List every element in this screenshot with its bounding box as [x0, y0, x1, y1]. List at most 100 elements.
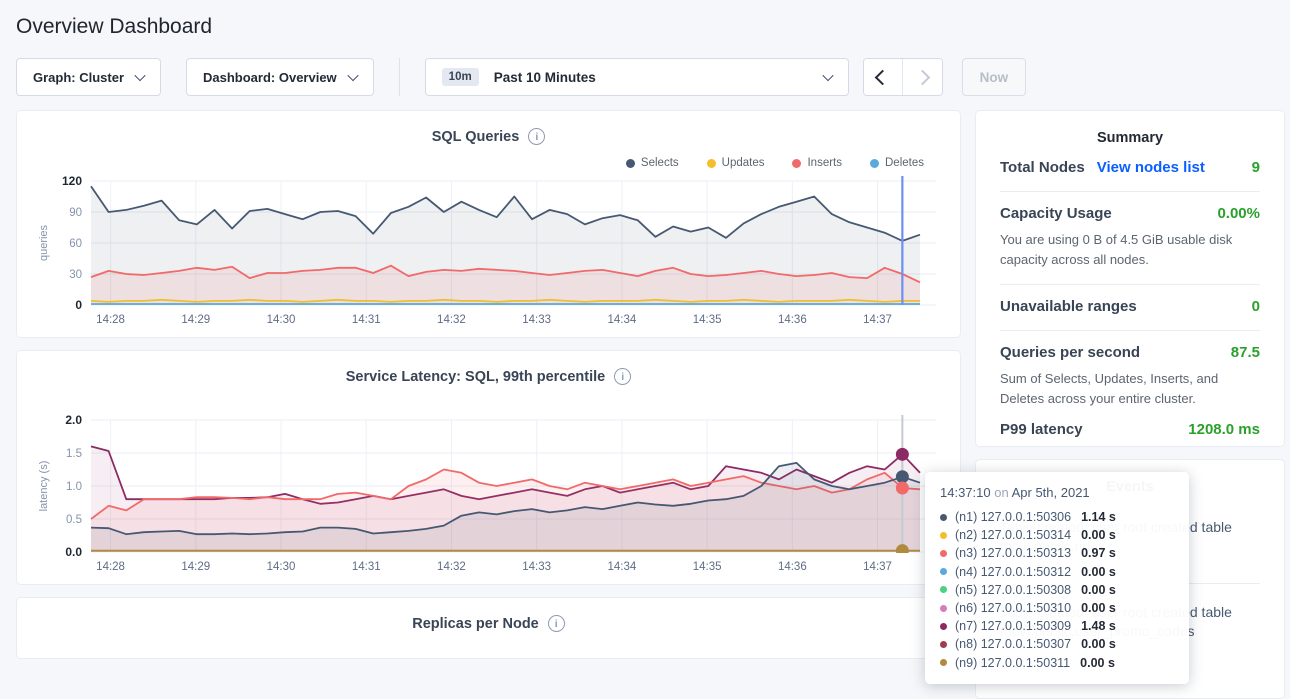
- tooltip-timestamp: 14:37:10 on Apr 5th, 2021: [940, 485, 1174, 500]
- svg-text:queries: queries: [38, 224, 50, 261]
- tooltip-node-value: 1.14 s: [1081, 510, 1116, 525]
- series-dot: [940, 622, 947, 630]
- svg-text:14:33: 14:33: [522, 561, 551, 573]
- time-range-badge: 10m: [441, 68, 479, 86]
- summary-label: Capacity Usage: [1000, 205, 1112, 222]
- svg-text:14:34: 14:34: [608, 314, 637, 326]
- svg-text:14:36: 14:36: [778, 314, 807, 326]
- summary-row: Capacity Usage 0.00% You are using 0 B of …: [1000, 192, 1260, 285]
- summary-divider: [1000, 284, 1260, 285]
- chevron-down-icon: [347, 69, 359, 82]
- legend-dot: [792, 158, 802, 168]
- info-icon[interactable]: i: [547, 615, 565, 632]
- svg-text:14:37: 14:37: [863, 314, 892, 326]
- time-prev-button[interactable]: [863, 59, 903, 95]
- svg-text:30: 30: [69, 269, 82, 281]
- svg-text:14:31: 14:31: [352, 561, 381, 573]
- sql-queries-chart[interactable]: 0 30 60 90 120 14:28 14:29 14:30 14:31 14:32 14:33…: [33, 171, 946, 331]
- svg-text:14:37: 14:37: [863, 561, 892, 573]
- series-dot: [940, 586, 947, 594]
- graph-dropdown-label: Graph: Cluster: [33, 69, 125, 85]
- tooltip-node-value: 0.00 s: [1081, 528, 1116, 543]
- chart-tooltip: 14:37:10 on Apr 5th, 2021 (n1) 127.0.0.1…: [925, 472, 1189, 684]
- legend-dot: [870, 158, 879, 168]
- chevron-right-icon: [914, 69, 930, 85]
- chevron-down-icon: [822, 69, 834, 82]
- main-content: SQL Queries i Selects Updates Inserts Delet…: [16, 110, 1285, 699]
- replicas-chart-title: Replicas per Node: [412, 615, 539, 632]
- replicas-chart-card: Replicas per Node i: [16, 597, 961, 659]
- chart-legend: Selects Updates Inserts Deletes: [33, 156, 924, 170]
- time-range-label: Past 10 Minutes: [493, 69, 596, 85]
- summary-divider: [1000, 191, 1260, 192]
- tooltip-node-label: (n8) 127.0.0.1:50307: [955, 637, 1072, 652]
- series-dot: [940, 549, 947, 557]
- chevron-down-icon: [134, 69, 146, 82]
- info-icon[interactable]: i: [528, 128, 546, 145]
- dashboard-dropdown[interactable]: Dashboard: Overview: [186, 58, 374, 96]
- tooltip-node-label: (n1) 127.0.0.1:50306: [955, 510, 1072, 525]
- summary-row: Unavailable ranges 0: [1000, 285, 1260, 331]
- tooltip-node-label: (n4) 127.0.0.1:50312: [955, 564, 1072, 579]
- chart-title-row: Service Latency: SQL, 99th percentile i: [33, 368, 944, 385]
- series-dot: [940, 640, 947, 648]
- summary-row: Queries per second 87.5 Sum of Selects, Up…: [1000, 331, 1260, 408]
- graph-dropdown[interactable]: Graph: Cluster: [16, 58, 162, 96]
- summary-row-top: Capacity Usage 0.00%: [1000, 205, 1260, 222]
- view-nodes-link[interactable]: View nodes list: [1096, 159, 1205, 176]
- svg-text:latency (s): latency (s): [38, 461, 50, 512]
- svg-text:1.0: 1.0: [66, 481, 82, 493]
- summary-divider: [1000, 330, 1260, 331]
- controls-divider: [398, 58, 400, 96]
- time-nav-group: [862, 58, 943, 96]
- svg-text:0.0: 0.0: [65, 545, 82, 559]
- svg-text:14:34: 14:34: [608, 561, 637, 573]
- summary-heading: Summary: [1096, 130, 1164, 146]
- service-latency-chart[interactable]: 0.0 0.5 1.0 1.5 2.0 14:28 14:29 14:30 14:31 14:32…: [33, 410, 946, 578]
- sql-queries-chart-title: SQL Queries: [431, 128, 520, 145]
- svg-text:14:35: 14:35: [693, 314, 722, 326]
- summary-value: 9: [1251, 159, 1260, 176]
- time-next-button[interactable]: [902, 59, 942, 95]
- tooltip-date: Apr 5th, 2021: [1011, 485, 1090, 500]
- svg-text:14:31: 14:31: [352, 314, 381, 326]
- svg-text:60: 60: [69, 238, 82, 250]
- svg-text:14:28: 14:28: [96, 561, 125, 573]
- tooltip-node-value: 1.48 s: [1081, 619, 1116, 634]
- summary-label: P99 latency: [1000, 421, 1083, 438]
- summary-row: P99 latency 1208.0 ms: [1000, 408, 1260, 438]
- tooltip-node-label: (n2) 127.0.0.1:50314: [955, 528, 1072, 543]
- summary-row-top: Unavailable ranges 0: [1000, 298, 1260, 315]
- summary-row-top: Queries per second 87.5: [1000, 344, 1260, 361]
- tooltip-node-value: 0.00 s: [1081, 564, 1116, 579]
- svg-text:14:29: 14:29: [181, 561, 210, 573]
- tooltip-row: (n1) 127.0.0.1:50306 1.14 s: [940, 508, 1174, 526]
- summary-row: Total Nodes View nodes list 9: [1000, 146, 1260, 192]
- svg-text:14:32: 14:32: [437, 314, 466, 326]
- svg-text:14:32: 14:32: [437, 561, 466, 573]
- summary-value: 1208.0 ms: [1188, 421, 1260, 438]
- time-range-picker[interactable]: 10m Past 10 Minutes: [424, 58, 849, 96]
- chart-title-row: SQL Queries i: [33, 128, 944, 145]
- tooltip-connector: on: [994, 485, 1009, 500]
- summary-label: Unavailable ranges: [1000, 298, 1137, 315]
- svg-text:14:36: 14:36: [778, 561, 807, 573]
- svg-text:14:30: 14:30: [267, 561, 296, 573]
- summary-value: 87.5: [1230, 344, 1260, 361]
- tooltip-rows: (n1) 127.0.0.1:50306 1.14 s (n2) 127.0.0.1…: [940, 508, 1174, 672]
- now-button[interactable]: Now: [961, 58, 1027, 96]
- legend-item-inserts: Inserts: [792, 156, 842, 170]
- legend-label: Deletes: [885, 157, 924, 169]
- sql-queries-chart-card: SQL Queries i Selects Updates Inserts Delet…: [16, 110, 961, 338]
- page-title: Overview Dashboard: [16, 15, 213, 38]
- series-dot: [940, 604, 947, 612]
- info-icon[interactable]: i: [614, 368, 632, 385]
- tooltip-node-label: (n9) 127.0.0.1:50311: [955, 655, 1071, 670]
- svg-text:2.0: 2.0: [65, 413, 82, 427]
- series-dot: [940, 513, 947, 521]
- summary-value: 0: [1251, 298, 1260, 315]
- summary-value: 0.00%: [1217, 205, 1260, 222]
- legend-label: Selects: [640, 157, 679, 169]
- legend-label: Updates: [721, 157, 765, 169]
